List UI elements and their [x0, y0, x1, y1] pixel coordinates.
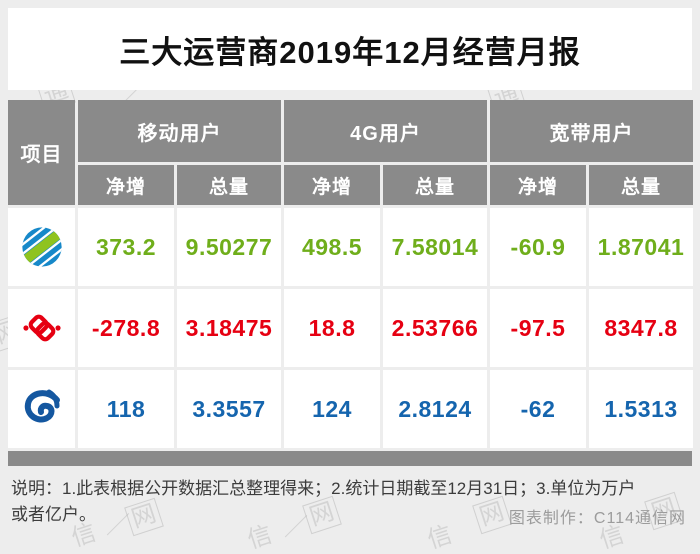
- mobile-mobile-total: 9.50277: [177, 208, 281, 286]
- table-bottom-bar: [8, 451, 692, 466]
- header-broadband-total: 总量: [589, 165, 693, 205]
- unicom-mobile-net-add: -278.8: [78, 289, 174, 367]
- header-group-mobile-users: 移动用户: [78, 100, 281, 162]
- watermark-glyph: ／: [106, 512, 130, 539]
- telecom-mobile-total: 3.3557: [177, 370, 281, 448]
- unicom-4g-total: 2.53766: [383, 289, 487, 367]
- header-4g-total: 总量: [383, 165, 487, 205]
- title-card: 三大运营商2019年12月经营月报: [8, 8, 692, 90]
- mobile-4g-total: 7.58014: [383, 208, 487, 286]
- unicom-broadband-total: 8347.8: [589, 289, 693, 367]
- watermark-glyph: ／: [284, 514, 308, 541]
- header-item: 项目: [8, 100, 75, 205]
- mobile-mobile-net-add: 373.2: [78, 208, 174, 286]
- page-title: 三大运营商2019年12月经营月报: [119, 34, 581, 70]
- telecom-mobile-net-add: 118: [78, 370, 174, 448]
- telecom-broadband-total: 1.5313: [589, 370, 693, 448]
- china-telecom-logo-icon: [8, 370, 75, 448]
- report-table: 项目 移动用户 4G用户 宽带用户 净增 总量 净增 总量 净增 总量: [8, 100, 693, 528]
- china-mobile-logo-icon: [8, 208, 75, 286]
- telecom-broadband-net-add: -62: [490, 370, 586, 448]
- report-grid: 项目 移动用户 4G用户 宽带用户 净增 总量 净增 总量 净增 总量: [8, 100, 693, 448]
- header-group-broadband-users: 宽带用户: [490, 100, 693, 162]
- unicom-4g-net-add: 18.8: [284, 289, 380, 367]
- unicom-mobile-total: 3.18475: [177, 289, 281, 367]
- china-unicom-logo-icon: [8, 289, 75, 367]
- footnote-line-2: 或者亿户。: [11, 505, 96, 524]
- unicom-broadband-net-add: -97.5: [490, 289, 586, 367]
- mobile-broadband-net-add: -60.9: [490, 208, 586, 286]
- telecom-4g-total: 2.8124: [383, 370, 487, 448]
- header-mobile-net-add: 净增: [78, 165, 174, 205]
- header-mobile-total: 总量: [177, 165, 281, 205]
- header-broadband-net-add: 净增: [490, 165, 586, 205]
- credit-line: 图表制作：C114通信网: [508, 510, 686, 527]
- footnote-line-1: 说明：1.此表根据公开数据汇总整理得来；2.统计日期截至12月31日；3.单位为…: [11, 479, 636, 498]
- mobile-4g-net-add: 498.5: [284, 208, 380, 286]
- header-4g-net-add: 净增: [284, 165, 380, 205]
- footnote: 说明：1.此表根据公开数据汇总整理得来；2.统计日期截至12月31日；3.单位为…: [8, 476, 692, 528]
- header-group-4g-users: 4G用户: [284, 100, 487, 162]
- mobile-broadband-total: 1.87041: [589, 208, 693, 286]
- telecom-4g-net-add: 124: [284, 370, 380, 448]
